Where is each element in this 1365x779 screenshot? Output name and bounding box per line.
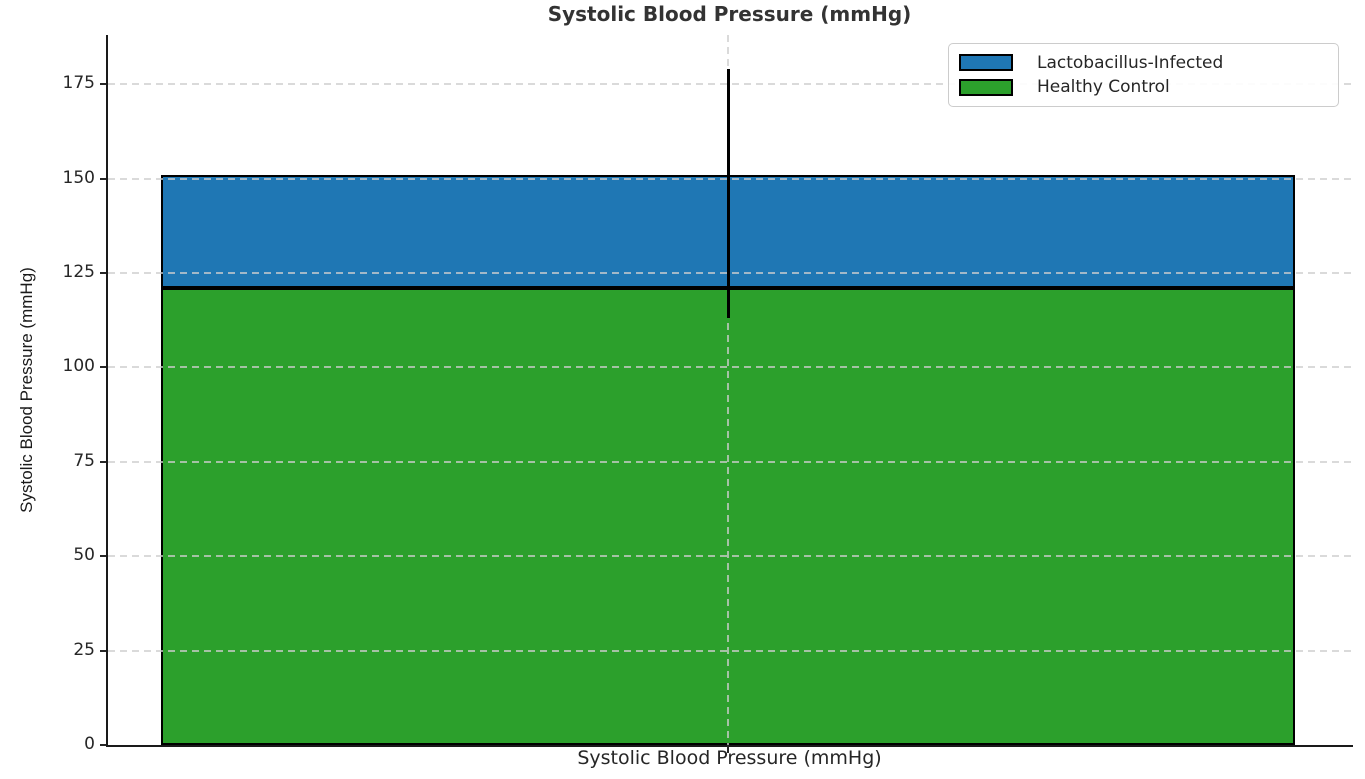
chart-title: Systolic Blood Pressure (mmHg)	[547, 2, 912, 26]
y-tick-mark	[100, 460, 106, 463]
gridline-horizontal	[108, 271, 1353, 274]
y-axis-label: Systolic Blood Pressure (mmHg)	[17, 267, 36, 513]
x-axis-label: Systolic Blood Pressure (mmHg)	[577, 747, 882, 769]
legend-item-lactobacillus-infected: Lactobacillus-Infected	[959, 53, 1328, 73]
gridline-horizontal	[108, 555, 1353, 558]
gridline-horizontal	[108, 366, 1353, 369]
gridline-horizontal	[108, 649, 1353, 652]
legend: Lactobacillus-Infected Healthy Control	[948, 43, 1339, 107]
legend-item-healthy-control: Healthy Control	[959, 77, 1328, 97]
legend-swatch-blue	[959, 54, 1013, 72]
legend-label: Healthy Control	[1037, 77, 1170, 98]
y-tick-label: 0	[84, 734, 95, 754]
legend-swatch-green	[959, 78, 1013, 96]
y-tick-mark	[100, 177, 106, 180]
y-tick-label: 100	[62, 356, 95, 377]
gridline-horizontal	[108, 460, 1353, 463]
gridline-horizontal	[108, 177, 1353, 180]
gridline-horizontal	[108, 83, 1353, 86]
legend-label: Lactobacillus-Infected	[1037, 52, 1224, 73]
y-tick-label: 25	[73, 639, 95, 660]
y-tick-label: 50	[73, 545, 95, 566]
y-tick-label: 150	[62, 167, 95, 188]
error-bar	[726, 68, 730, 319]
y-tick-label: 125	[62, 261, 95, 282]
y-tick-mark	[100, 83, 106, 86]
y-tick-label: 175	[62, 73, 95, 94]
y-tick-label: 75	[73, 450, 95, 471]
y-tick-mark	[100, 744, 106, 746]
gridline-vertical	[727, 35, 729, 745]
x-tick-mark	[727, 745, 729, 753]
y-tick-mark	[100, 271, 106, 274]
y-tick-mark	[100, 649, 106, 652]
y-tick-mark	[100, 366, 106, 369]
y-tick-mark	[100, 555, 106, 558]
plot-area: 0 25 50 75 100 125 150 175	[63, 35, 1353, 754]
